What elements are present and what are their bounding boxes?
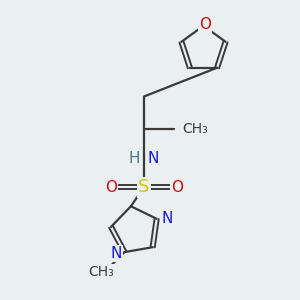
Text: CH₃: CH₃ bbox=[89, 265, 114, 279]
Text: CH₃: CH₃ bbox=[183, 122, 208, 136]
Text: O: O bbox=[199, 17, 211, 32]
Text: N: N bbox=[147, 152, 158, 166]
Text: H: H bbox=[128, 152, 140, 166]
Text: N: N bbox=[161, 211, 172, 226]
Text: S: S bbox=[138, 178, 150, 196]
Text: O: O bbox=[171, 180, 183, 195]
Text: N: N bbox=[110, 246, 122, 261]
Text: O: O bbox=[105, 180, 117, 195]
